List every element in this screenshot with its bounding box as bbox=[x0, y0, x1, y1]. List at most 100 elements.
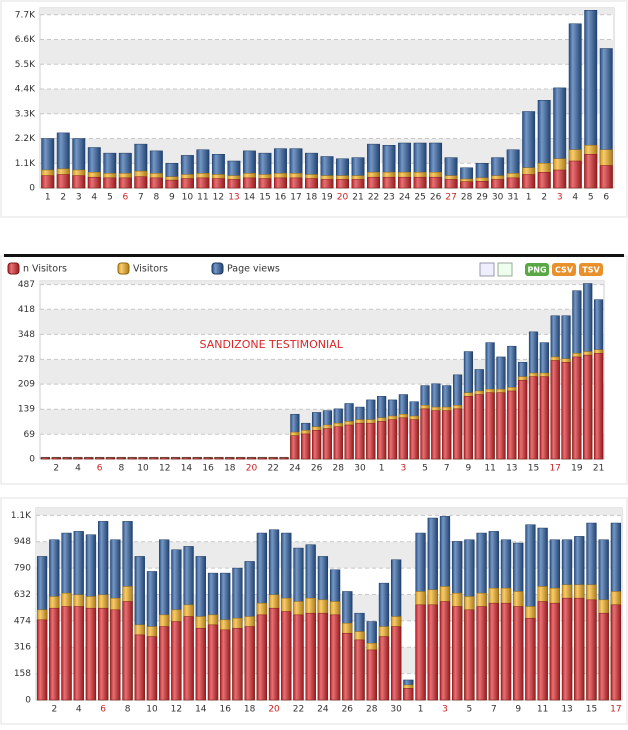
bar bbox=[236, 457, 246, 460]
bar bbox=[225, 457, 235, 460]
bar bbox=[377, 421, 387, 460]
x-tick-label: 20 bbox=[337, 193, 349, 203]
legend-swatch bbox=[7, 262, 20, 275]
x-tick-label: 9 bbox=[466, 464, 472, 474]
x-tick-label: 18 bbox=[224, 464, 236, 474]
bar bbox=[192, 457, 202, 460]
x-tick-label: 24 bbox=[317, 705, 329, 715]
bar bbox=[485, 392, 495, 460]
bar bbox=[62, 457, 72, 460]
bar bbox=[257, 457, 267, 460]
bar bbox=[40, 457, 51, 460]
x-tick-label: 5 bbox=[588, 193, 594, 203]
bar bbox=[274, 177, 287, 189]
bar bbox=[488, 602, 499, 701]
bar bbox=[311, 430, 322, 460]
bar bbox=[110, 609, 121, 701]
bar bbox=[180, 178, 194, 189]
grid-band bbox=[36, 541, 622, 569]
bar bbox=[351, 179, 365, 189]
y-tick-label: 418 bbox=[18, 305, 35, 315]
x-tick-label: 3 bbox=[400, 464, 406, 474]
bar bbox=[599, 165, 613, 189]
legend-swatch bbox=[117, 262, 130, 275]
icon-bar[interactable] bbox=[479, 262, 495, 277]
x-tick-label: 2 bbox=[541, 193, 547, 203]
bar bbox=[49, 607, 60, 701]
chart-icon[interactable] bbox=[479, 262, 513, 277]
x-tick-label: 3 bbox=[557, 193, 563, 203]
bar bbox=[103, 177, 117, 189]
x-tick-label: 11 bbox=[484, 464, 495, 474]
export-button-label[interactable]: TSV bbox=[582, 266, 600, 275]
x-tick-label: 26 bbox=[430, 193, 442, 203]
bar bbox=[513, 606, 524, 701]
y-tick-label: 7.7K bbox=[15, 10, 36, 20]
x-tick-label: 25 bbox=[414, 193, 425, 203]
x-tick-label: 11 bbox=[537, 705, 548, 715]
x-tick-label: 22 bbox=[267, 464, 278, 474]
bar bbox=[305, 178, 318, 189]
bar bbox=[211, 178, 225, 189]
bar bbox=[165, 179, 179, 189]
x-tick-label: 10 bbox=[146, 705, 158, 715]
x-tick-label: 1 bbox=[379, 464, 385, 474]
bar bbox=[227, 179, 241, 189]
bar bbox=[452, 606, 463, 701]
x-tick-label: 5 bbox=[107, 193, 113, 203]
icon-line[interactable] bbox=[497, 262, 513, 277]
x-tick-label: 20 bbox=[246, 464, 258, 474]
y-tick-label: 6.6K bbox=[15, 35, 36, 45]
grid-band bbox=[36, 594, 622, 621]
bar bbox=[105, 457, 116, 460]
x-tick-label: 22 bbox=[293, 705, 304, 715]
bar bbox=[98, 607, 109, 701]
bar bbox=[475, 181, 489, 189]
bar bbox=[507, 390, 517, 460]
x-tick-label: 7 bbox=[491, 705, 497, 715]
x-tick-label: 13 bbox=[228, 193, 239, 203]
bar bbox=[403, 688, 414, 701]
bar bbox=[317, 612, 329, 701]
bar bbox=[258, 178, 272, 189]
x-tick-label: 28 bbox=[461, 193, 473, 203]
export-button[interactable] bbox=[579, 263, 603, 276]
bar bbox=[553, 169, 567, 189]
y-tick-label: 5.5K bbox=[15, 60, 36, 70]
export-button-label[interactable]: CSV bbox=[555, 266, 574, 275]
x-tick-label: 2 bbox=[51, 705, 57, 715]
x-tick-label: 15 bbox=[586, 705, 597, 715]
bar bbox=[442, 410, 452, 460]
x-tick-label: 13 bbox=[506, 464, 517, 474]
x-tick-label: 7 bbox=[444, 464, 450, 474]
x-tick-label: 30 bbox=[354, 464, 366, 474]
legend-swatch bbox=[211, 262, 224, 275]
bar bbox=[539, 376, 549, 460]
bar bbox=[463, 396, 474, 460]
x-tick-label: 9 bbox=[515, 705, 521, 715]
bar bbox=[171, 621, 182, 701]
bar bbox=[336, 179, 349, 189]
bar bbox=[367, 176, 380, 189]
bar bbox=[528, 376, 539, 460]
y-tick-label: 209 bbox=[18, 380, 35, 390]
export-button[interactable] bbox=[525, 263, 549, 276]
x-tick-label: 21 bbox=[593, 464, 604, 474]
x-tick-label: 27 bbox=[445, 193, 456, 203]
y-tick-label: 487 bbox=[18, 280, 35, 290]
bar bbox=[160, 457, 170, 460]
bar bbox=[242, 177, 256, 189]
export-button[interactable] bbox=[552, 263, 576, 276]
export-button-label[interactable]: PNG bbox=[527, 266, 546, 275]
bar bbox=[214, 457, 224, 460]
x-tick-label: 31 bbox=[507, 193, 518, 203]
bar bbox=[268, 607, 280, 701]
x-tick-label: 11 bbox=[197, 193, 208, 203]
bar bbox=[387, 419, 398, 460]
x-tick-label: 5 bbox=[422, 464, 428, 474]
x-tick-label: 30 bbox=[390, 705, 402, 715]
x-tick-label: 12 bbox=[213, 193, 224, 203]
bar bbox=[134, 634, 145, 701]
y-tick-label: 158 bbox=[14, 669, 31, 679]
bar bbox=[322, 428, 333, 460]
